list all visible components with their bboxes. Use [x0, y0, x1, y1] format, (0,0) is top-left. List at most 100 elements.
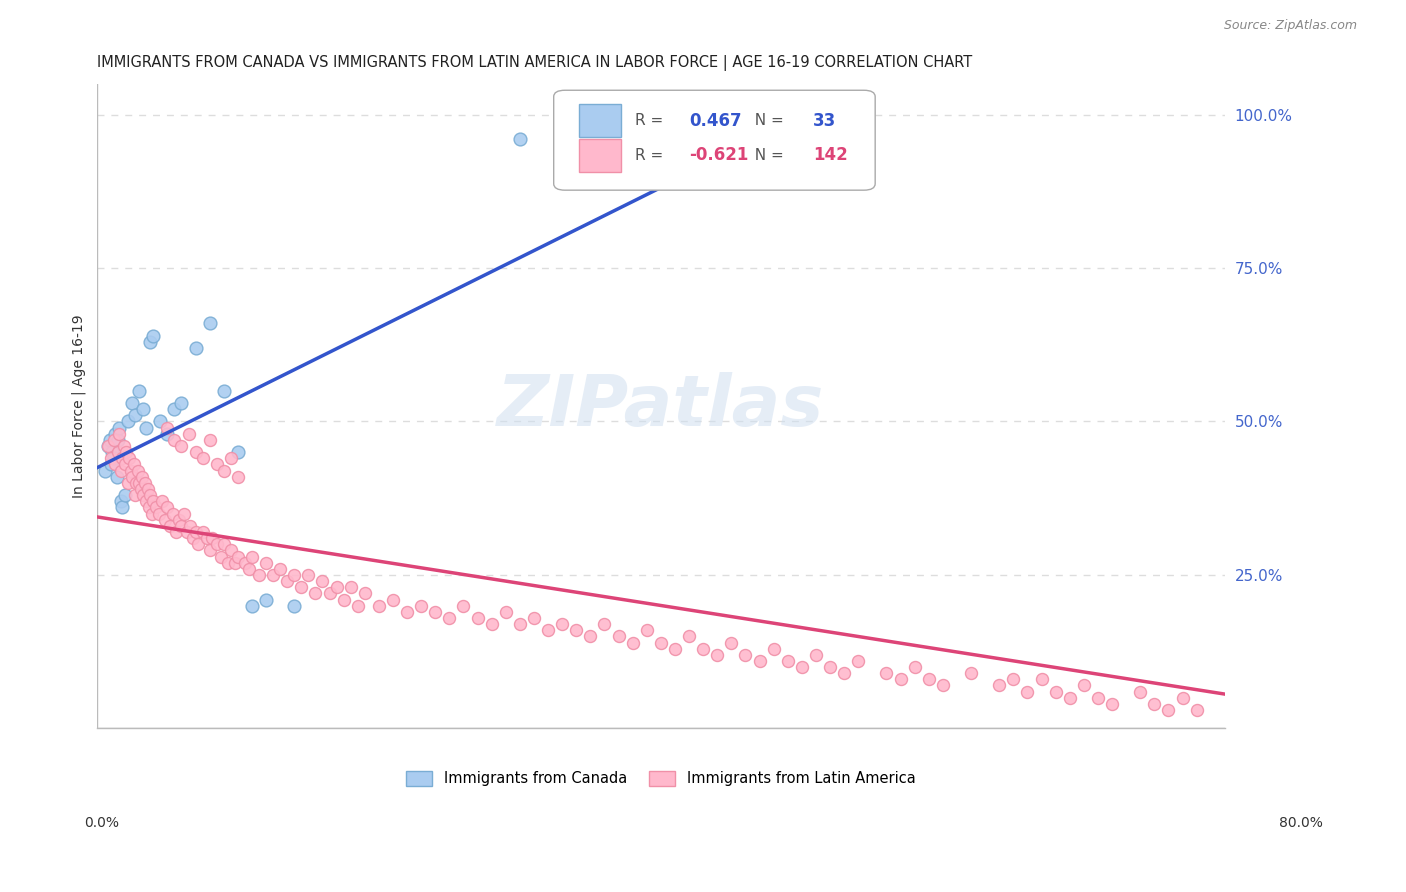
- Point: [593, 617, 616, 632]
- Point: [439, 611, 461, 625]
- Point: [988, 678, 1011, 692]
- Point: [734, 648, 756, 662]
- Point: [191, 451, 214, 466]
- Point: [122, 458, 145, 472]
- Point: [136, 482, 159, 496]
- Point: [918, 673, 941, 687]
- Point: [131, 469, 153, 483]
- Point: [128, 475, 150, 490]
- Point: [353, 586, 375, 600]
- Point: [97, 439, 120, 453]
- Point: [212, 384, 235, 398]
- Point: [98, 433, 121, 447]
- Point: [201, 531, 224, 545]
- Point: [120, 464, 142, 478]
- Point: [198, 543, 221, 558]
- Point: [176, 524, 198, 539]
- Point: [149, 415, 172, 429]
- Point: [219, 451, 242, 466]
- Point: [932, 678, 955, 692]
- FancyBboxPatch shape: [578, 103, 621, 137]
- Point: [226, 469, 249, 483]
- Point: [247, 568, 270, 582]
- Point: [170, 396, 193, 410]
- Point: [1073, 678, 1095, 692]
- Point: [1002, 673, 1025, 687]
- Text: 33: 33: [813, 112, 837, 129]
- Point: [104, 458, 127, 472]
- Point: [818, 660, 841, 674]
- Point: [184, 445, 207, 459]
- Point: [124, 488, 146, 502]
- Point: [118, 451, 141, 466]
- Point: [846, 654, 869, 668]
- Point: [523, 611, 546, 625]
- Point: [128, 384, 150, 398]
- Point: [139, 488, 162, 502]
- Point: [1185, 703, 1208, 717]
- Point: [425, 605, 447, 619]
- Point: [145, 500, 167, 515]
- Point: [1129, 684, 1152, 698]
- Point: [198, 316, 221, 330]
- Point: [636, 624, 658, 638]
- Point: [1143, 697, 1166, 711]
- Point: [165, 524, 187, 539]
- Point: [1101, 697, 1123, 711]
- Point: [411, 599, 433, 613]
- Point: [156, 420, 179, 434]
- Point: [159, 519, 181, 533]
- Point: [150, 494, 173, 508]
- Point: [110, 494, 132, 508]
- Text: 80.0%: 80.0%: [1278, 816, 1323, 830]
- Point: [184, 341, 207, 355]
- Text: Source: ZipAtlas.com: Source: ZipAtlas.com: [1223, 19, 1357, 31]
- Point: [129, 482, 152, 496]
- Point: [832, 666, 855, 681]
- Point: [804, 648, 827, 662]
- Point: [117, 415, 139, 429]
- Point: [127, 464, 149, 478]
- Point: [121, 469, 143, 483]
- Point: [621, 635, 644, 649]
- Point: [904, 660, 927, 674]
- Y-axis label: In Labor Force | Age 16-19: In Labor Force | Age 16-19: [72, 314, 86, 498]
- Point: [254, 592, 277, 607]
- Point: [650, 635, 672, 649]
- Point: [97, 439, 120, 453]
- Text: -0.621: -0.621: [689, 146, 748, 164]
- Point: [124, 409, 146, 423]
- Point: [1171, 690, 1194, 705]
- Point: [125, 475, 148, 490]
- Point: [134, 475, 156, 490]
- Point: [224, 556, 246, 570]
- Point: [875, 666, 897, 681]
- Point: [226, 549, 249, 564]
- Point: [121, 396, 143, 410]
- Point: [111, 451, 134, 466]
- Point: [191, 524, 214, 539]
- Point: [107, 445, 129, 459]
- Point: [135, 420, 157, 434]
- Point: [304, 586, 326, 600]
- Point: [748, 654, 770, 668]
- Point: [1031, 673, 1053, 687]
- Point: [187, 537, 209, 551]
- Point: [148, 507, 170, 521]
- Point: [100, 458, 122, 472]
- Point: [1059, 690, 1081, 705]
- Point: [565, 624, 588, 638]
- FancyBboxPatch shape: [554, 90, 875, 190]
- Point: [135, 494, 157, 508]
- Point: [110, 464, 132, 478]
- Point: [325, 580, 347, 594]
- Point: [537, 624, 560, 638]
- Point: [1087, 690, 1109, 705]
- Point: [332, 592, 354, 607]
- Point: [269, 562, 291, 576]
- Point: [226, 445, 249, 459]
- Point: [481, 617, 503, 632]
- Point: [720, 635, 742, 649]
- Point: [181, 531, 204, 545]
- Text: IMMIGRANTS FROM CANADA VS IMMIGRANTS FROM LATIN AMERICA IN LABOR FORCE | AGE 16-: IMMIGRANTS FROM CANADA VS IMMIGRANTS FRO…: [97, 55, 972, 71]
